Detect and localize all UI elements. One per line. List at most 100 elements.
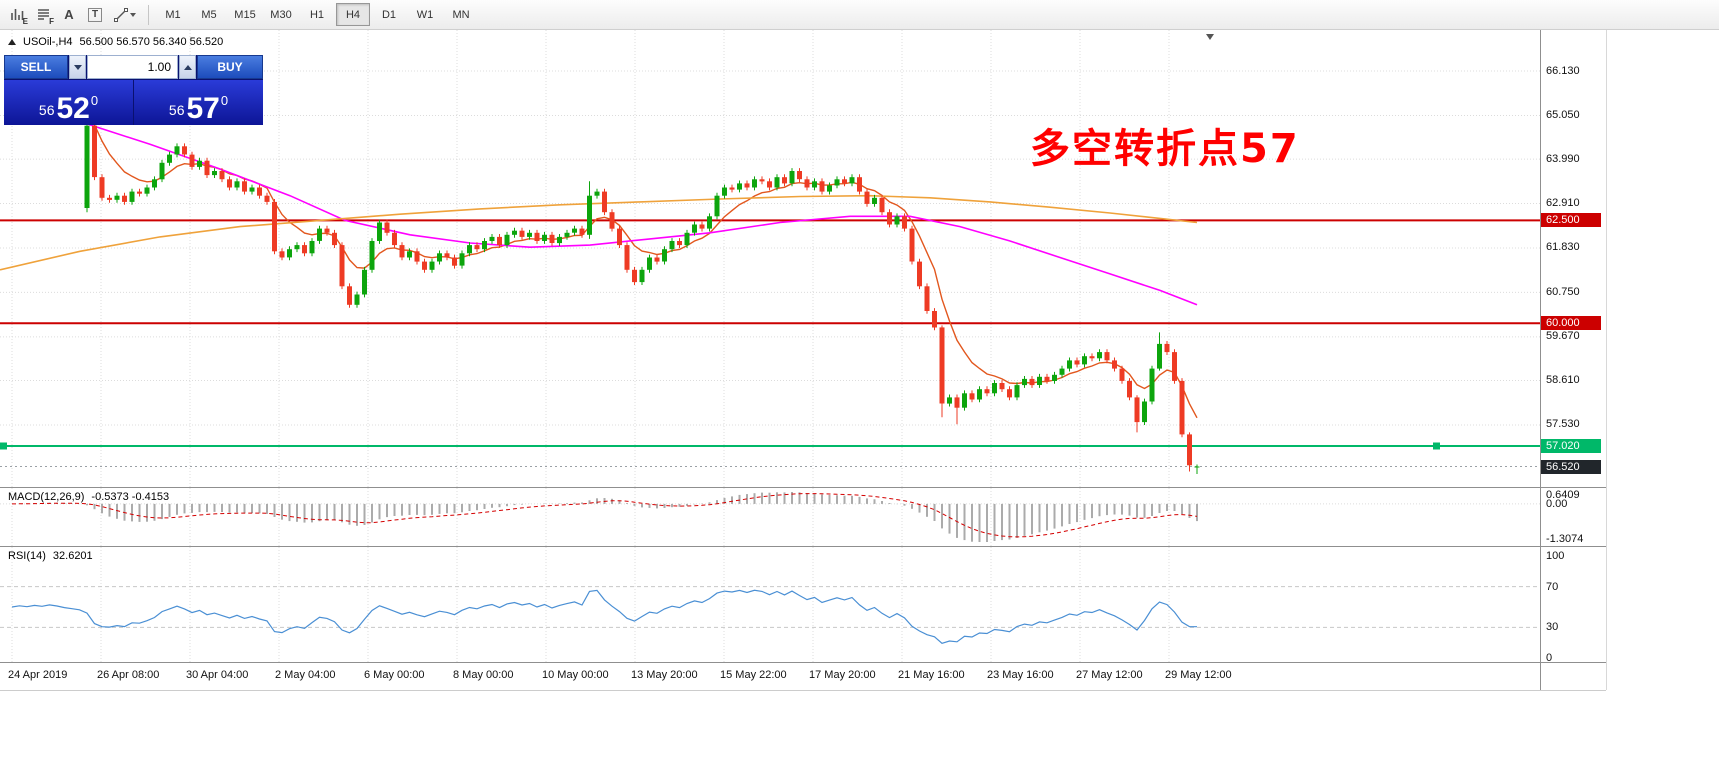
drawing-tools-icon[interactable]: [109, 4, 141, 26]
tf-button-m30[interactable]: M30: [270, 8, 292, 21]
candle: [707, 213, 712, 232]
window-bottom-border: [0, 690, 1606, 691]
macd-splitter[interactable]: [0, 487, 1606, 488]
chart-text-annotation[interactable]: 多空转折点57: [1030, 126, 1300, 172]
candle: [992, 380, 997, 397]
candle: [92, 122, 97, 181]
price-axis-label: 65.050: [1546, 108, 1580, 121]
candle: [872, 194, 877, 207]
rsi-scale-label: 70: [1546, 580, 1559, 593]
candle: [609, 209, 615, 232]
bar-chart-e-icon[interactable]: E: [5, 4, 29, 26]
text-label-icon[interactable]: A: [64, 7, 74, 22]
candle: [744, 180, 750, 191]
rsi-scale-label: 100: [1546, 550, 1565, 562]
candle: [834, 176, 840, 189]
candle: [182, 143, 187, 158]
candle: [774, 174, 780, 191]
candle: [842, 176, 847, 187]
candle: [324, 225, 330, 236]
candle: [519, 227, 525, 240]
candle: [579, 225, 585, 238]
rsi-value: 32.6201: [52, 550, 93, 562]
candle: [804, 176, 810, 191]
candle: [1149, 365, 1155, 405]
tf-button-m1[interactable]: M1: [165, 8, 181, 21]
line-list-f-icon[interactable]: F: [31, 4, 55, 26]
hline-marker: [0, 442, 7, 450]
price-axis-label: 66.130: [1546, 64, 1580, 77]
candle: [782, 174, 787, 187]
candle: [714, 192, 720, 220]
rsi-splitter[interactable]: [0, 546, 1606, 547]
main-chart[interactable]: [0, 30, 1540, 487]
price-tag-56.520: 56.520: [1541, 459, 1601, 474]
candle: [737, 180, 742, 193]
candle: [437, 250, 442, 265]
price-tag-62.500: 62.500: [1541, 213, 1601, 228]
candle: [624, 242, 630, 273]
candle: [1187, 432, 1192, 472]
candle: [1037, 373, 1042, 388]
trade-panel-controls: SELL BUY: [4, 55, 263, 79]
candle: [849, 174, 855, 187]
candle: [654, 254, 660, 265]
candle: [272, 199, 277, 255]
candle: [504, 231, 510, 248]
text-box-icon[interactable]: T: [83, 4, 107, 26]
time-axis-label: 6 May 00:00: [364, 669, 425, 681]
candle: [564, 229, 570, 240]
candle: [857, 174, 862, 195]
tf-button-d1[interactable]: D1: [381, 8, 397, 21]
volume-increase-button[interactable]: [179, 55, 196, 79]
time-axis-label: 21 May 16:00: [898, 669, 965, 681]
candle: [1082, 353, 1087, 368]
toolbar-separator: [148, 4, 149, 25]
tf-button-h1[interactable]: H1: [309, 8, 325, 21]
candle: [489, 234, 495, 244]
candle: [677, 238, 682, 248]
time-axis-label: 15 May 22:00: [720, 669, 787, 681]
volume-decrease-button[interactable]: [69, 55, 86, 79]
time-axis-label: 29 May 12:00: [1165, 669, 1232, 681]
candle: [294, 242, 300, 253]
tf-button-w1[interactable]: W1: [416, 8, 434, 21]
tf-button-m5[interactable]: M5: [201, 8, 217, 21]
rsi-scale-label: 30: [1546, 621, 1559, 634]
candle: [257, 184, 262, 199]
sell-price-display[interactable]: 56 52 0: [4, 80, 133, 125]
candle: [909, 225, 915, 265]
candle: [377, 219, 382, 244]
macd-panel[interactable]: [0, 488, 1540, 546]
candle: [114, 192, 120, 203]
candle: [212, 168, 217, 178]
candle: [219, 168, 225, 183]
candle: [392, 229, 397, 248]
tf-button-m15[interactable]: M15: [234, 8, 256, 21]
candle: [932, 308, 937, 331]
candle: [939, 325, 945, 418]
candle: [264, 192, 270, 205]
tf-button-mn[interactable]: MN: [452, 8, 470, 21]
candle: [999, 380, 1005, 392]
rsi-panel[interactable]: [0, 547, 1540, 662]
candle: [249, 184, 255, 195]
icon-sub-label: F: [49, 16, 54, 26]
buy-button[interactable]: BUY: [197, 55, 263, 79]
volume-input[interactable]: [87, 55, 178, 79]
sell-button[interactable]: SELL: [4, 55, 68, 79]
candle: [684, 229, 690, 248]
candle: [189, 151, 195, 170]
candle: [647, 254, 652, 273]
candle: [84, 120, 90, 213]
tf-button-h4[interactable]: H4: [336, 3, 370, 26]
candle: [1074, 357, 1080, 368]
candle: [1194, 464, 1200, 474]
toolbar-icon-group: E F A T: [4, 4, 142, 26]
candle: [234, 178, 240, 191]
buy-price-display[interactable]: 56 57 0: [134, 80, 263, 125]
price-axis-label: 62.910: [1546, 197, 1580, 210]
candle: [99, 174, 105, 201]
candle: [692, 221, 697, 236]
